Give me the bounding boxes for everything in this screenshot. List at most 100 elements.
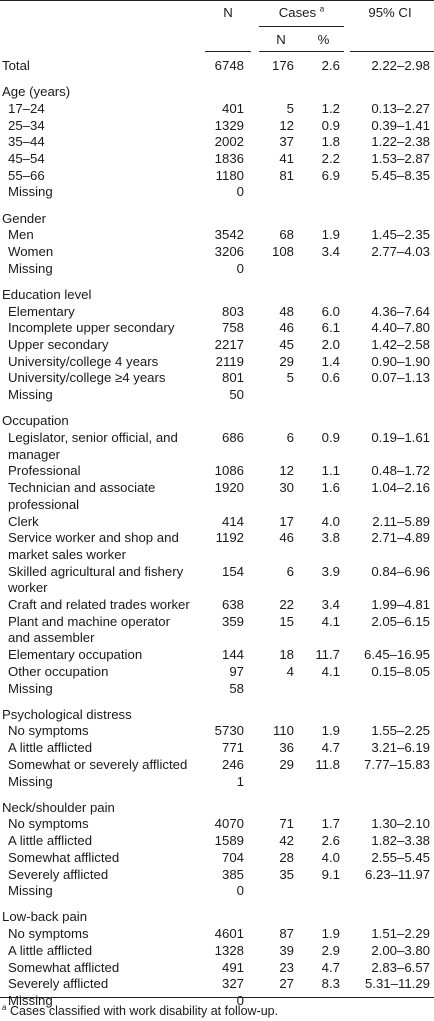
cell-pct: 0.9: [321, 430, 340, 445]
header-cases-label: Cases: [278, 5, 317, 20]
cell-n: 1589: [214, 833, 244, 849]
cell-pct: 9.1: [321, 866, 340, 882]
cell-ci: 1.51–2.29: [371, 926, 430, 942]
cell-cases: 68: [279, 227, 294, 243]
cell-n: 0: [236, 260, 244, 276]
cell-pct: 1.9: [321, 723, 340, 739]
cell-pct: 1.2: [321, 100, 340, 116]
row-label: Elementary occupation: [8, 647, 143, 663]
cell-ci: 2.11–5.89: [372, 513, 430, 529]
row-label: Professional: [8, 463, 81, 479]
header-cases-footnote-mark: a: [319, 4, 325, 14]
footnote-text: Cases classified with work disability at…: [9, 1004, 279, 1018]
cell-pct: 2.6: [321, 58, 340, 73]
cell-pct: 2.2: [321, 151, 340, 166]
row-label: University/college ≥4 years: [8, 370, 166, 386]
row-label: Severely afflicted: [8, 866, 109, 882]
cell-cases: 39: [279, 942, 294, 958]
cell-n: 3206: [214, 244, 244, 259]
cell-cases: 30: [279, 480, 294, 496]
cell-cases: 29: [279, 353, 294, 369]
cell-n: 327: [221, 976, 244, 992]
cell-cases: 87: [279, 926, 294, 942]
cell-ci: 3.21–6.19: [371, 740, 430, 756]
row-label: A little afflicted: [8, 942, 93, 958]
cell-ci: 1.30–2.10: [371, 816, 430, 832]
row-label: Upper secondary: [8, 337, 109, 352]
cell-n: 0: [236, 992, 244, 1008]
row-label: Legislator, senior official, and: [8, 430, 178, 445]
cell-cases: 42: [279, 833, 294, 849]
header-ci: 95% CI: [368, 5, 412, 20]
row-label: University/college 4 years: [8, 353, 159, 369]
cell-n: 5730: [214, 723, 244, 739]
row-label: Missing: [8, 680, 53, 696]
cell-ci: 0.39–1.41: [371, 117, 430, 133]
row-label: Plant and machine operator: [8, 613, 171, 629]
cell-cases: 5: [286, 370, 294, 386]
row-label: 17–24: [8, 100, 45, 116]
cell-pct: 2.0: [321, 337, 340, 352]
cell-n: 1192: [215, 530, 244, 546]
header-rule-1: [205, 51, 251, 52]
cell-n: 1920: [214, 480, 244, 496]
cell-pct: 2.9: [321, 942, 340, 958]
cell-pct: 4.0: [321, 849, 340, 865]
row-label: 25–34: [8, 117, 45, 133]
row-label: Severely afflicted: [8, 976, 109, 992]
row-label: Somewhat afflicted: [8, 849, 120, 865]
row-label: Incomplete upper secondary: [8, 320, 175, 336]
cell-ci: 0.84–6.96: [371, 563, 430, 579]
header-cases: Cases a: [259, 5, 344, 21]
row-label: A little afflicted: [8, 833, 93, 849]
row-label-continued: manager: [8, 446, 61, 462]
cell-n: 491: [221, 959, 244, 975]
cell-ci: 0.90–1.90: [371, 353, 430, 369]
cell-n: 0: [236, 883, 244, 899]
cell-ci: 2.22–2.98: [371, 58, 430, 73]
cell-pct: 1.7: [321, 816, 340, 832]
cell-ci: 1.42–2.58: [371, 337, 430, 352]
section-heading: Psychological distress: [2, 706, 132, 722]
row-label: 35–44: [8, 134, 45, 150]
row-label: Missing: [8, 883, 53, 899]
cell-n: 1329: [214, 117, 244, 133]
cell-n: 58: [229, 680, 244, 696]
row-label: A little afflicted: [8, 740, 93, 756]
footnote: a Cases classified with work disability …: [2, 1003, 278, 1019]
cell-ci: 2.00–3.80: [371, 942, 430, 958]
row-label: No symptoms: [8, 926, 89, 942]
row-label-continued: worker: [8, 580, 48, 596]
cell-pct: 6.0: [321, 303, 340, 319]
cell-pct: 8.3: [321, 976, 340, 992]
cell-cases: 41: [279, 151, 294, 166]
cell-ci: 5.31–11.29: [364, 976, 430, 992]
cell-ci: 2.55–5.45: [371, 849, 430, 865]
row-label: Technician and associate: [8, 480, 156, 496]
cell-cases: 48: [279, 303, 294, 319]
cell-cases: 4: [286, 663, 294, 679]
cell-cases: 176: [271, 58, 294, 73]
cell-ci: 0.15–8.05: [371, 663, 430, 679]
cell-ci: 0.48–1.72: [371, 463, 430, 479]
cell-cases: 6: [286, 563, 294, 579]
cell-cases: 27: [279, 976, 294, 992]
cell-pct: 1.4: [321, 353, 340, 369]
cell-pct: 6.9: [321, 167, 340, 183]
cell-n: 401: [221, 100, 244, 116]
row-label: Service worker and shop and: [8, 530, 179, 546]
row-label: Missing: [8, 992, 53, 1008]
cell-pct: 4.0: [321, 513, 340, 529]
cell-n: 803: [221, 303, 244, 319]
cell-cases: 71: [279, 816, 294, 832]
cell-n: 771: [221, 740, 244, 756]
row-label: Missing: [8, 773, 53, 789]
cell-cases: 12: [279, 463, 294, 479]
header-rule-3: [350, 51, 434, 52]
row-label: Other occupation: [8, 663, 109, 679]
cell-pct: 4.1: [321, 613, 340, 629]
cell-pct: 3.8: [321, 530, 340, 546]
cell-cases: 15: [279, 613, 294, 629]
cell-pct: 1.9: [321, 926, 340, 942]
cell-n: 1086: [214, 463, 244, 479]
